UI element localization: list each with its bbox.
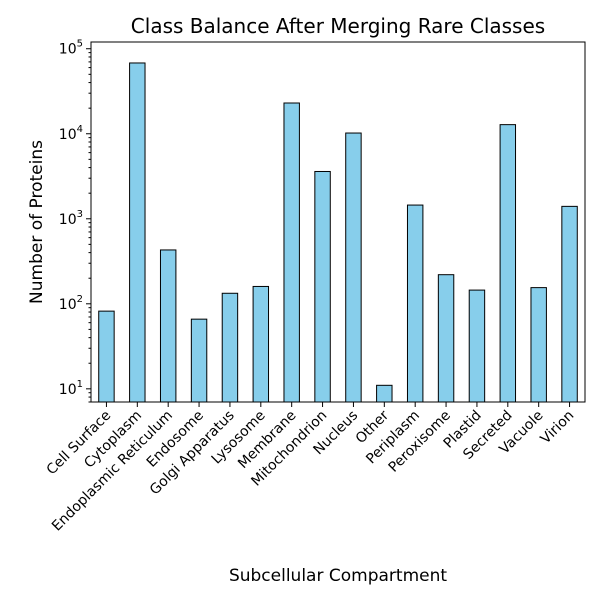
bar-periplasm xyxy=(406,204,424,403)
y-tick-label: 102 xyxy=(59,294,83,313)
bar-nucleus xyxy=(345,132,362,403)
y-tick-label: 104 xyxy=(59,124,83,143)
chart-title: Class Balance After Merging Rare Classes xyxy=(131,14,545,38)
x-tick-label-endoplasmic-reticulum: Endoplasmic Reticulum xyxy=(49,408,176,535)
bar-peroxisome xyxy=(437,274,455,403)
y-tick-label: 103 xyxy=(59,209,83,228)
bar-golgi-apparatus xyxy=(221,292,239,403)
y-tick-label: 101 xyxy=(59,379,83,398)
bar-endosome xyxy=(190,318,208,403)
y-axis: 101 102 103 104 105 xyxy=(59,39,91,403)
bar-secreted xyxy=(499,124,517,403)
bar-endoplasmic-reticulum xyxy=(159,249,177,403)
bar-virion xyxy=(561,205,578,403)
bar-plastid xyxy=(468,289,486,403)
bar-mitochondrion xyxy=(314,170,331,403)
x-axis-label: Subcellular Compartment xyxy=(229,566,447,586)
plot-frame xyxy=(90,41,586,403)
bar-lysosome xyxy=(252,285,270,403)
bar-other xyxy=(376,384,393,403)
bar-vacuole xyxy=(530,287,547,403)
bar-cell-surface xyxy=(98,310,115,403)
bar-cytoplasm xyxy=(129,62,146,403)
bar-membrane xyxy=(283,102,300,403)
y-tick-label: 105 xyxy=(59,39,83,58)
x-tick-label-virion: Virion xyxy=(538,408,578,448)
bars-group xyxy=(98,62,578,403)
y-axis-label: Number of Proteins xyxy=(27,140,47,304)
